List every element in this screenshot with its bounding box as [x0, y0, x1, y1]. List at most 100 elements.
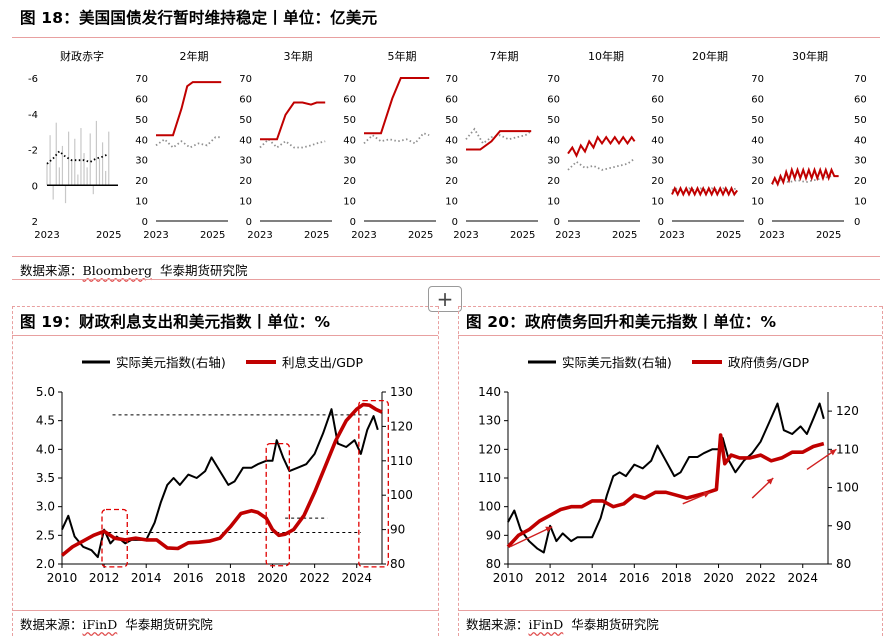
y-tick-label: 40 — [239, 135, 252, 146]
y-tick-label: 60 — [445, 94, 458, 105]
x-tick-label: 2025 — [816, 230, 841, 241]
figure19-source-rule — [12, 610, 438, 611]
panel-title: 20年期 — [692, 49, 728, 63]
primary-line — [364, 77, 430, 135]
y-tick-label: 30 — [239, 156, 252, 167]
figure18-top-rule — [12, 37, 880, 38]
source-suffix: 华泰期货研究院 — [571, 617, 659, 632]
deficit-average-line — [46, 150, 110, 165]
y-tick-label: 10 — [445, 197, 458, 208]
highlight-box — [101, 508, 128, 568]
y-tick-label: 20 — [547, 176, 560, 187]
y-tick-label: 50 — [445, 115, 458, 126]
x-tick-label: 2024 — [787, 571, 818, 585]
panel-title: 财政赤字 — [60, 49, 104, 63]
figure18-source: 数据来源：Bloomberg 华泰期货研究院 — [20, 260, 247, 279]
highlight-box — [358, 399, 389, 568]
y-tick-label-left: 140 — [478, 385, 501, 399]
x-tick-label: 2025 — [510, 230, 535, 241]
figure19-title-rule — [12, 335, 438, 336]
y-tick-label: 30 — [343, 156, 356, 167]
y-tick-label: 60 — [343, 94, 356, 105]
y-tick-label-left: 110 — [478, 471, 501, 485]
black-series-line — [61, 408, 379, 559]
y-tick-label-right: 120 — [390, 419, 413, 433]
x-tick-label: 2025 — [408, 230, 433, 241]
y-tick-label: 10 — [343, 197, 356, 208]
y-tick-label-right: 80 — [836, 557, 851, 571]
y-tick-label: 70 — [445, 74, 458, 85]
y-tick-label-left: 100 — [478, 500, 501, 514]
y-tick-label: -6 — [28, 74, 38, 85]
y-tick-label: 20 — [239, 176, 252, 187]
x-tick-label: 2023 — [453, 230, 478, 241]
source-brand: Bloomberg — [82, 263, 152, 278]
x-tick-label: 2023 — [555, 230, 580, 241]
y-tick-label: 10 — [547, 197, 560, 208]
y-tick-label: -2 — [28, 146, 38, 157]
figure19-source: 数据来源：iFinD 华泰期货研究院 — [20, 614, 213, 633]
x-tick-label: 2025 — [612, 230, 637, 241]
trend-arrow — [509, 526, 553, 548]
figure20-frame-left — [458, 306, 459, 636]
figure19-chart: 实际美元指数(右轴) 利息支出/GDP 2.0 2.5 3.0 3.5 4.0 4.5 5.0 8… — [36, 355, 413, 585]
y-tick-label-left: 4.0 — [36, 442, 55, 456]
y-tick-label: 60 — [651, 94, 664, 105]
x-tick-label: 2025 — [304, 230, 329, 241]
x-tick-label: 2012 — [535, 571, 566, 585]
figure19-frame-top — [12, 306, 438, 307]
red-series-line — [506, 433, 825, 549]
y-tick-label: 2 — [32, 217, 38, 228]
x-tick-label: 2014 — [577, 571, 608, 585]
y-tick-label: 0 — [452, 217, 458, 228]
y-tick-label-right: 130 — [390, 385, 413, 399]
x-tick-label: 2023 — [659, 230, 684, 241]
black-series-line — [507, 402, 825, 554]
source-brand: iFinD — [82, 617, 118, 632]
y-tick-label-left: 4.5 — [36, 414, 55, 428]
y-tick-label: -4 — [28, 110, 38, 121]
y-tick-label: 20 — [751, 176, 764, 187]
figure20-title-rule — [458, 335, 882, 336]
y-tick-label: 40 — [547, 135, 560, 146]
x-tick-label: 2025 — [200, 230, 225, 241]
figure19-frame-right — [438, 306, 439, 636]
source-prefix: 数据来源： — [466, 617, 529, 632]
y-tick-label: 60 — [854, 94, 867, 105]
panel-title: 5年期 — [388, 49, 417, 63]
y-tick-label-left: 3.0 — [36, 500, 55, 514]
x-tick-label: 2010 — [493, 571, 524, 585]
y-tick-label-left: 130 — [478, 414, 501, 428]
y-tick-label-left: 90 — [486, 528, 501, 542]
y-tick-label: 50 — [751, 115, 764, 126]
legend-label: 利息支出/GDP — [282, 355, 364, 370]
trend-arrow-head — [703, 491, 711, 498]
x-tick-label: 2018 — [661, 571, 692, 585]
x-tick-label: 2016 — [619, 571, 650, 585]
y-tick-label: 0 — [246, 217, 252, 228]
x-tick-label: 2022 — [745, 571, 776, 585]
y-tick-label: 70 — [239, 74, 252, 85]
y-tick-label: 0 — [658, 217, 664, 228]
secondary-line — [155, 136, 222, 149]
figure18-title: 图 18：美国国债发行暂时维持稳定丨单位：亿美元 — [20, 9, 378, 27]
y-tick-label: 40 — [651, 135, 664, 146]
y-tick-label: 40 — [135, 135, 148, 146]
y-tick-label-right: 100 — [390, 488, 413, 502]
add-block-button[interactable]: + — [428, 286, 462, 312]
y-tick-label: 70 — [751, 74, 764, 85]
y-tick-label: 0 — [758, 217, 764, 228]
figure19-frame-left — [12, 306, 13, 636]
highlight-box — [265, 442, 291, 567]
y-tick-label: 50 — [651, 115, 664, 126]
legend-label: 实际美元指数(右轴) — [116, 355, 226, 370]
y-tick-label: 0 — [32, 181, 38, 192]
y-tick-label: 60 — [135, 94, 148, 105]
y-tick-label: 70 — [343, 74, 356, 85]
x-tick-label: 2020 — [257, 571, 288, 585]
y-tick-label: 40 — [751, 135, 764, 146]
y-tick-label-right: 100 — [836, 481, 859, 495]
source-suffix: 华泰期货研究院 — [159, 263, 248, 278]
y-tick-label: 40 — [445, 135, 458, 146]
y-tick-label: 20 — [445, 176, 458, 187]
